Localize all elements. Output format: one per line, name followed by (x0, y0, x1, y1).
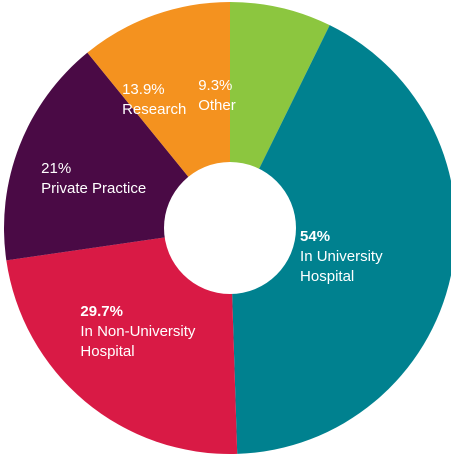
donut-hole (164, 162, 296, 294)
slice-label: 13.9% Research (122, 80, 247, 120)
slice-label: 9.3% Other (198, 76, 323, 116)
slice (6, 228, 238, 455)
slice-label: 21% Private Practice (41, 159, 166, 199)
slice (230, 25, 451, 454)
category-label: In Non-University Hospital (80, 322, 196, 360)
category-label: Private Practice (41, 179, 147, 197)
value-label: 13.9% (122, 81, 165, 99)
value-label: 21% (41, 159, 72, 177)
slice-label: 29.7% In Non-University Hospital (80, 302, 205, 362)
slice-label: 54% In University Hospital (300, 227, 425, 287)
category-label: Research (122, 101, 187, 119)
value-label: 29.7% (80, 302, 123, 320)
category-label: Other (198, 96, 236, 114)
value-label: 9.3% (198, 76, 233, 94)
category-label: In University Hospital (300, 247, 383, 285)
slice (87, 1, 230, 228)
value-label: 54% (300, 227, 331, 245)
